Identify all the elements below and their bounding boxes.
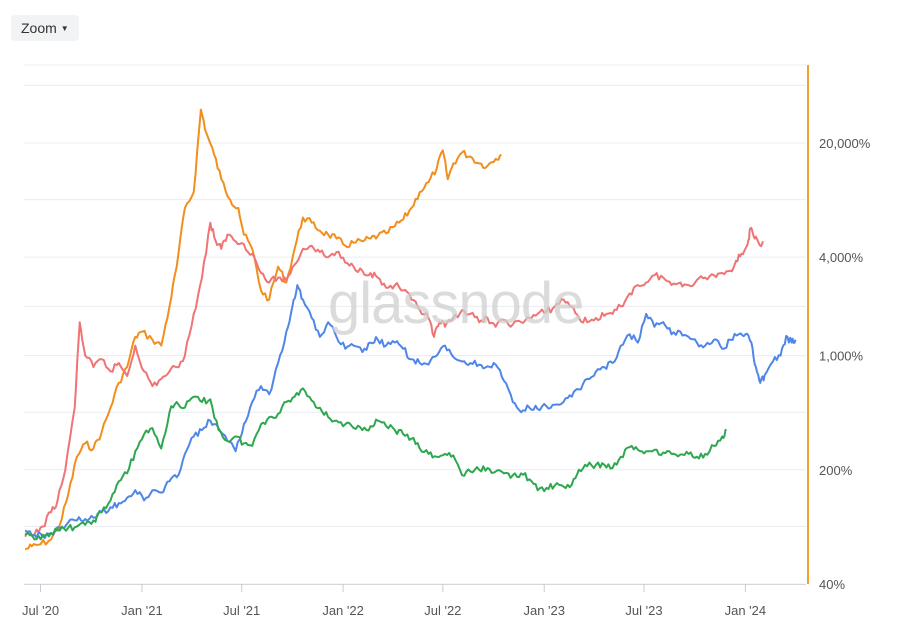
y-tick-label: 20,000% — [819, 136, 871, 151]
x-tick-label: Jan '24 — [725, 603, 767, 618]
x-tick-label: Jan '23 — [523, 603, 565, 618]
y-tick-label: 40% — [819, 577, 845, 592]
series-line-4 — [24, 387, 727, 541]
series-line-1 — [24, 108, 502, 551]
zoom-button[interactable]: Zoom ▼ — [11, 15, 79, 41]
series-line-2 — [24, 221, 764, 538]
caret-down-icon: ▼ — [60, 23, 69, 33]
x-tick-label: Jul '21 — [223, 603, 260, 618]
series-layer — [24, 108, 797, 551]
zoom-label: Zoom — [21, 20, 57, 36]
x-tick-label: Jan '21 — [121, 603, 163, 618]
x-tick-label: Jul '23 — [625, 603, 662, 618]
y-tick-label: 1,000% — [819, 349, 864, 364]
x-tick-label: Jul '22 — [424, 603, 461, 618]
y-tick-label: 200% — [819, 463, 853, 478]
axes: Jul '20 Jan '21 Jul '21 Jan '22 Jul '22 Jan '… — [22, 65, 871, 618]
x-tick-label: Jan '22 — [322, 603, 364, 618]
series-line-3 — [24, 284, 797, 540]
y-tick-label: 4,000% — [819, 250, 864, 265]
x-tick-label: Jul '20 — [22, 603, 59, 618]
watermark: glassnode — [328, 271, 584, 336]
